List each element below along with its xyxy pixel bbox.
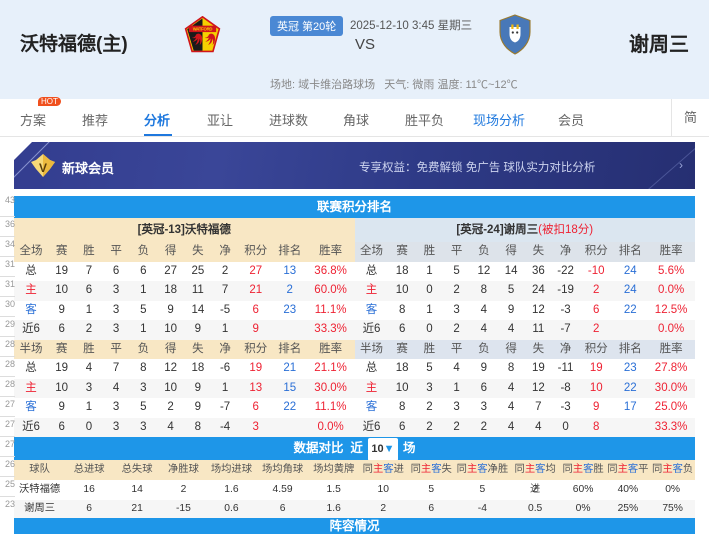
svg-text:WATFORD: WATFORD — [193, 27, 213, 32]
svg-text:V: V — [39, 161, 47, 175]
